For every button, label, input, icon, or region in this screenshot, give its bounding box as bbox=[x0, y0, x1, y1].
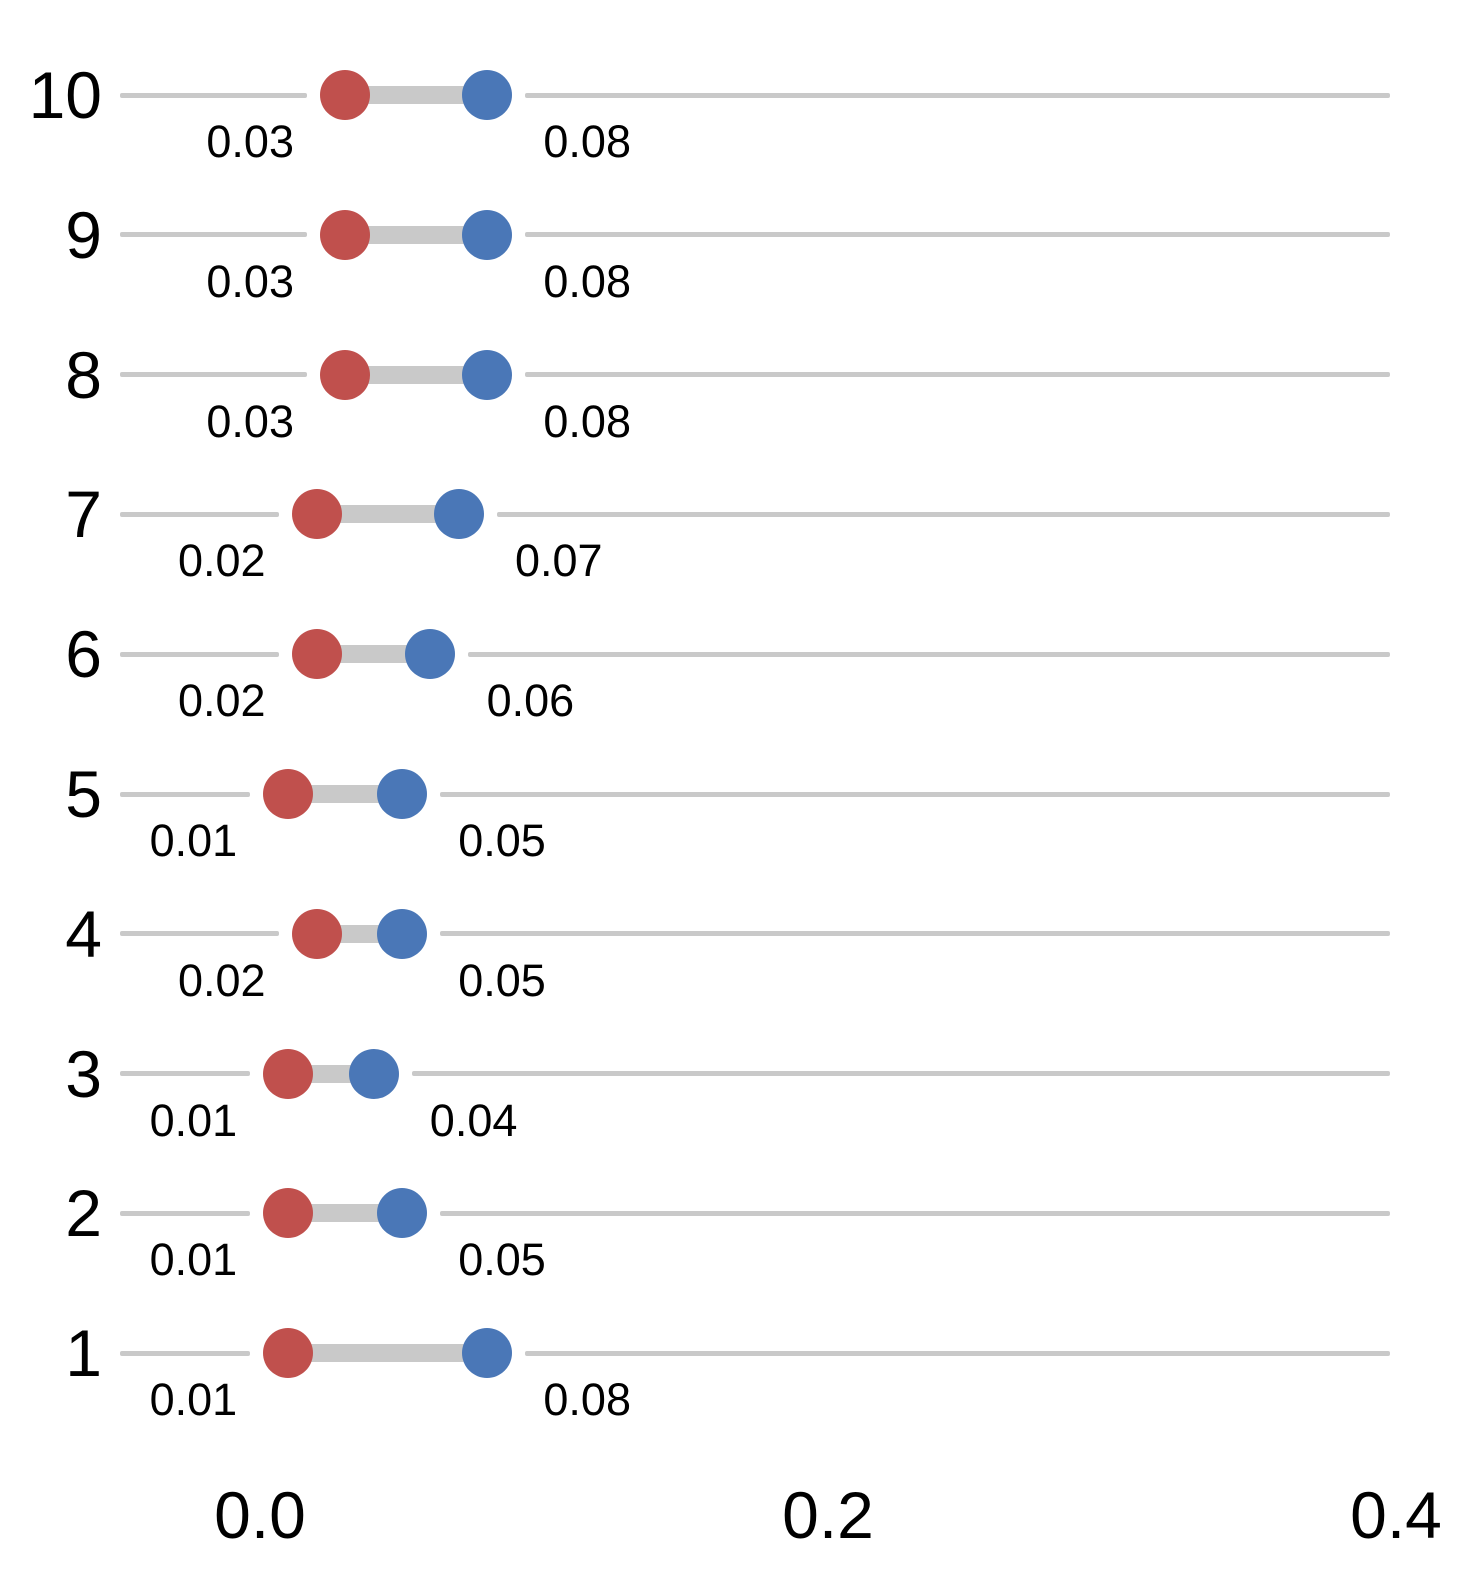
row-category-label: 10 bbox=[28, 58, 102, 132]
dumbbell-connector bbox=[316, 505, 459, 524]
start-dot bbox=[291, 629, 342, 680]
start-dot bbox=[320, 70, 371, 120]
start-value-label: 0.01 bbox=[149, 815, 238, 866]
start-value-label: 0.03 bbox=[206, 116, 294, 167]
row-baseline-right bbox=[468, 651, 1390, 657]
start-dot bbox=[320, 349, 371, 400]
x-axis-tick-label: 0.2 bbox=[782, 1478, 874, 1552]
start-value-label: 0.03 bbox=[206, 255, 294, 307]
start-dot bbox=[291, 908, 342, 959]
end-value-label: 0.05 bbox=[458, 815, 546, 866]
start-value-label: 0.01 bbox=[149, 1234, 238, 1286]
row-category-label: 7 bbox=[65, 477, 102, 552]
row-category-label: 9 bbox=[65, 197, 102, 272]
row-baseline-left bbox=[120, 931, 279, 937]
dumbbell-connector bbox=[345, 86, 488, 104]
start-dot bbox=[291, 489, 342, 540]
end-value-label: 0.07 bbox=[515, 535, 603, 587]
row-baseline-right bbox=[525, 1350, 1390, 1356]
end-dot bbox=[377, 769, 427, 819]
end-value-label: 0.08 bbox=[543, 1374, 631, 1426]
start-value-label: 0.02 bbox=[178, 675, 266, 727]
end-dot bbox=[462, 209, 513, 260]
row-baseline-left bbox=[120, 372, 308, 378]
end-value-label: 0.05 bbox=[458, 954, 546, 1006]
end-value-label: 0.08 bbox=[543, 395, 631, 447]
dumbbell-connector bbox=[316, 645, 431, 664]
row-baseline-left bbox=[120, 511, 279, 517]
start-dot bbox=[263, 769, 314, 819]
dumbbell-connector bbox=[288, 1204, 402, 1223]
end-value-label: 0.08 bbox=[543, 116, 631, 167]
end-value-label: 0.05 bbox=[458, 1234, 546, 1286]
end-value-label: 0.06 bbox=[486, 675, 575, 727]
end-value-label: 0.08 bbox=[543, 255, 631, 307]
row-baseline-right bbox=[411, 1071, 1390, 1077]
row-baseline-right bbox=[525, 92, 1390, 98]
x-axis-tick-label: 0.0 bbox=[214, 1478, 306, 1552]
start-value-label: 0.03 bbox=[206, 395, 294, 447]
end-dot bbox=[462, 1328, 513, 1379]
start-value-label: 0.02 bbox=[178, 535, 266, 587]
row-category-label: 6 bbox=[65, 617, 102, 692]
row-baseline-right bbox=[440, 791, 1390, 797]
end-value-label: 0.04 bbox=[429, 1094, 518, 1146]
dumbbell-connector bbox=[345, 365, 488, 384]
row-baseline-left bbox=[120, 1210, 251, 1216]
row-category-label: 5 bbox=[65, 757, 102, 831]
row-category-label: 3 bbox=[65, 1036, 102, 1111]
dumbbell-connector bbox=[288, 785, 402, 803]
row-baseline-left bbox=[120, 232, 308, 238]
row-baseline-left bbox=[120, 1071, 251, 1077]
dumbbell-connector bbox=[345, 225, 488, 244]
start-value-label: 0.01 bbox=[149, 1094, 238, 1146]
end-dot bbox=[462, 349, 513, 400]
start-dot bbox=[263, 1188, 314, 1239]
end-dot bbox=[377, 908, 427, 959]
row-category-label: 8 bbox=[65, 337, 102, 412]
start-dot bbox=[320, 209, 371, 260]
end-dot bbox=[462, 70, 513, 120]
end-dot bbox=[348, 1048, 399, 1099]
row-baseline-right bbox=[525, 372, 1390, 378]
start-value-label: 0.02 bbox=[178, 954, 266, 1006]
row-baseline-left bbox=[120, 92, 308, 98]
row-baseline-left bbox=[120, 1350, 251, 1356]
row-category-label: 2 bbox=[65, 1176, 102, 1251]
row-baseline-right bbox=[525, 232, 1390, 238]
start-dot bbox=[263, 1328, 314, 1379]
dumbbell-connector bbox=[288, 1344, 488, 1363]
row-category-label: 4 bbox=[65, 896, 102, 971]
row-baseline-right bbox=[496, 511, 1390, 517]
end-dot bbox=[377, 1188, 427, 1239]
row-baseline-right bbox=[440, 1210, 1390, 1216]
x-axis-tick-label: 0.4 bbox=[1350, 1478, 1442, 1552]
row-baseline-right bbox=[440, 931, 1390, 937]
end-dot bbox=[433, 489, 484, 540]
row-baseline-left bbox=[120, 651, 279, 657]
start-dot bbox=[263, 1048, 314, 1099]
end-dot bbox=[405, 629, 456, 680]
start-value-label: 0.01 bbox=[149, 1374, 238, 1426]
row-baseline-left bbox=[120, 791, 251, 797]
row-category-label: 1 bbox=[65, 1316, 102, 1391]
